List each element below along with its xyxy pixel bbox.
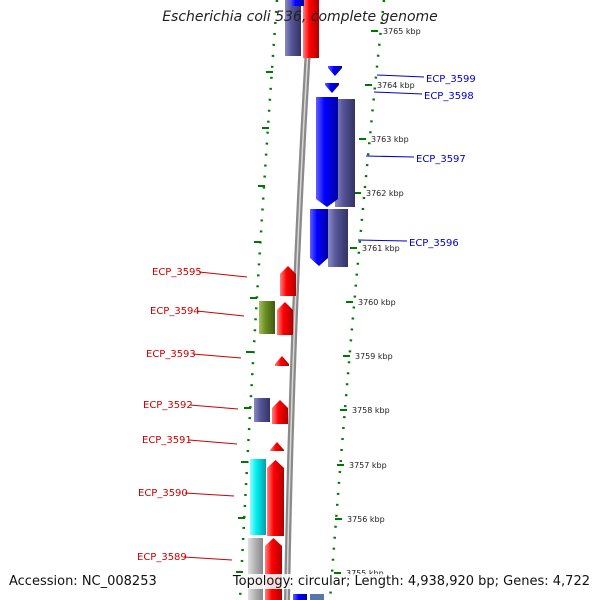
reverse-cds-arrow bbox=[328, 66, 342, 76]
feature-labels: ECP_3599 ECP_3598 ECP_3597 ECP_3596 ECP_3595… bbox=[137, 74, 476, 563]
feature-label-ecp_3593: ECP_3593 bbox=[146, 349, 196, 360]
label-leader-line bbox=[376, 74, 425, 78]
forward-cds-arrow bbox=[272, 400, 288, 424]
scale-tick-label: 3758 kbp bbox=[352, 406, 390, 415]
inner-dotted-guide bbox=[238, 0, 279, 600]
label-leader-line bbox=[196, 310, 245, 317]
forward-cds-arrow bbox=[265, 538, 282, 600]
feature-label-ecp_3599: ECP_3599 bbox=[426, 74, 476, 85]
label-leader-line bbox=[373, 91, 423, 95]
reverse-cds-arrow bbox=[310, 209, 328, 266]
rna-feature-bar bbox=[250, 459, 266, 535]
label-leader-line bbox=[188, 439, 238, 445]
forward-cds-arrow bbox=[275, 356, 289, 366]
unknown-feature-bar bbox=[248, 538, 263, 600]
reverse-cds-arrow bbox=[290, 0, 304, 6]
forward-cds-arrow bbox=[267, 460, 284, 536]
backbone-highlight bbox=[286, 0, 312, 600]
label-leader-line bbox=[184, 492, 235, 497]
blast-hit-bar bbox=[254, 398, 270, 422]
label-leader-line bbox=[357, 239, 408, 242]
scale-tick-label: 3760 kbp bbox=[358, 298, 396, 307]
feature-label-ecp_3590: ECP_3590 bbox=[138, 488, 188, 499]
feature-label-ecp_3592: ECP_3592 bbox=[143, 400, 193, 411]
label-leader-line bbox=[365, 155, 415, 158]
scale-tick-label: 3765 kbp bbox=[383, 27, 421, 36]
reverse-cds-arrow bbox=[316, 97, 338, 207]
feature-label-ecp_3596: ECP_3596 bbox=[409, 238, 459, 249]
feature-label-ecp_3597: ECP_3597 bbox=[416, 154, 466, 165]
reverse-cds-arrow bbox=[325, 83, 339, 93]
scale-tick-label: 3761 kbp bbox=[362, 244, 400, 253]
forward-cds-arrow bbox=[277, 302, 293, 335]
scale-tick-label: 3759 kbp bbox=[355, 352, 393, 361]
backbone-line bbox=[284, 0, 314, 600]
tick-marks: 3765 kbp 3764 kbp 3763 kbp 3762 kbp 3761 kbp… bbox=[236, 0, 421, 600]
map-title: Escherichia coli 536, complete genome bbox=[162, 9, 438, 25]
label-leader-line bbox=[192, 353, 242, 359]
scale-tick-label: 3764 kbp bbox=[377, 81, 415, 90]
outer-dotted-guide bbox=[328, 0, 386, 600]
scale-tick-label: 3756 kbp bbox=[347, 515, 385, 524]
blast-hit-bar bbox=[285, 0, 301, 56]
feature-label-ecp_3595: ECP_3595 bbox=[152, 267, 202, 278]
blast-hit-bar bbox=[335, 99, 355, 207]
blast-hit-bar bbox=[328, 209, 348, 267]
scale-tick-label: 3755 kbp bbox=[346, 569, 384, 578]
feature-label-ecp_3591: ECP_3591 bbox=[142, 435, 192, 446]
blast-hit-bar bbox=[310, 594, 324, 600]
feature-label-ecp_3598: ECP_3598 bbox=[424, 91, 474, 102]
label-leader-line bbox=[189, 404, 239, 410]
forward-cds-arrow bbox=[270, 442, 284, 451]
label-leader-line bbox=[183, 556, 233, 561]
forward-cds-arrow bbox=[303, 0, 319, 58]
genome-summary-text: Topology: circular; Length: 4,938,920 bp… bbox=[230, 574, 592, 589]
genome-backbone bbox=[284, 0, 314, 600]
scale-tick-label: 3763 kbp bbox=[371, 135, 409, 144]
scale-tick-label: 3762 kbp bbox=[366, 189, 404, 198]
features bbox=[248, 0, 355, 600]
feature-label-ecp_3589: ECP_3589 bbox=[137, 552, 187, 563]
feature-label-ecp_3594: ECP_3594 bbox=[150, 306, 200, 317]
forward-cds-arrow bbox=[280, 266, 296, 296]
accession-text: Accession: NC_008253 bbox=[7, 574, 159, 589]
scale-tick-label: 3757 kbp bbox=[349, 461, 387, 470]
reverse-cds-arrow bbox=[293, 594, 307, 600]
label-leader-line bbox=[198, 271, 248, 278]
other-feature-bar bbox=[259, 301, 275, 334]
